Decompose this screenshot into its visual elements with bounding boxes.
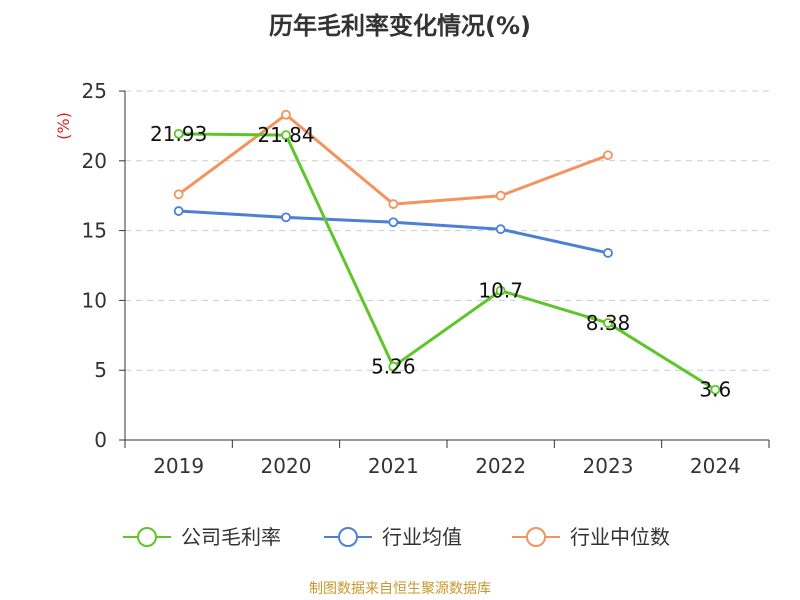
legend: 公司毛利率 行业均值 行业中位数 bbox=[123, 525, 670, 549]
data-label: 5.26 bbox=[371, 355, 416, 379]
data-point bbox=[495, 224, 506, 235]
y-tick-label: 25 bbox=[82, 79, 107, 103]
x-tick-label: 2019 bbox=[153, 454, 204, 478]
x-tick-label: 2024 bbox=[690, 454, 741, 478]
legend-label: 行业均值 bbox=[382, 525, 462, 549]
x-tick-label: 2023 bbox=[583, 454, 634, 478]
y-axis-unit-label: (%) bbox=[54, 112, 73, 140]
chart-title: 历年毛利率变化情况(%) bbox=[269, 12, 531, 40]
data-point bbox=[281, 212, 291, 223]
legend-label: 公司毛利率 bbox=[181, 525, 281, 549]
series-line bbox=[178, 132, 717, 392]
data-point bbox=[603, 318, 613, 328]
series-line bbox=[177, 113, 609, 206]
data-point bbox=[388, 361, 399, 372]
legend-label: 行业中位数 bbox=[570, 525, 670, 549]
y-tick-label: 20 bbox=[82, 149, 107, 173]
data-point bbox=[281, 109, 291, 120]
grid-lines bbox=[125, 90, 769, 371]
y-tick-label: 10 bbox=[82, 288, 107, 312]
legend-marker-icon bbox=[137, 527, 157, 547]
data-point bbox=[603, 150, 613, 161]
y-tick-label: 0 bbox=[94, 428, 107, 452]
data-point bbox=[173, 189, 184, 200]
x-tick-label: 2021 bbox=[368, 454, 419, 478]
data-point bbox=[603, 248, 613, 258]
data-point bbox=[710, 384, 721, 395]
data-point bbox=[281, 130, 291, 141]
data-label: 10.7 bbox=[478, 279, 523, 303]
x-tick-label: 2020 bbox=[261, 454, 312, 478]
data-point bbox=[495, 190, 506, 201]
y-tick-label: 15 bbox=[82, 219, 107, 243]
legend-marker-icon bbox=[338, 527, 358, 547]
data-point bbox=[388, 217, 399, 228]
axes: 0 5 10 15 20 25 (%) 2019 2020 2021 2022 2023 2024 bbox=[54, 79, 770, 478]
data-label: 21.84 bbox=[257, 123, 314, 147]
data-point bbox=[173, 128, 184, 139]
x-tick-label: 2022 bbox=[475, 454, 526, 478]
data-point bbox=[388, 199, 399, 209]
data-point bbox=[173, 206, 184, 216]
y-tick-label: 5 bbox=[94, 358, 107, 382]
series-lines: 21.93 21.84 5.26 10.7 8.38 3.6 bbox=[150, 109, 731, 402]
source-note: 制图数据来自恒生聚源数据库 bbox=[309, 581, 491, 597]
data-label: 3.6 bbox=[699, 378, 731, 402]
data-label: 21.93 bbox=[150, 122, 207, 146]
data-label: 8.38 bbox=[586, 311, 631, 335]
legend-marker-icon bbox=[526, 527, 546, 547]
data-point bbox=[495, 285, 506, 296]
